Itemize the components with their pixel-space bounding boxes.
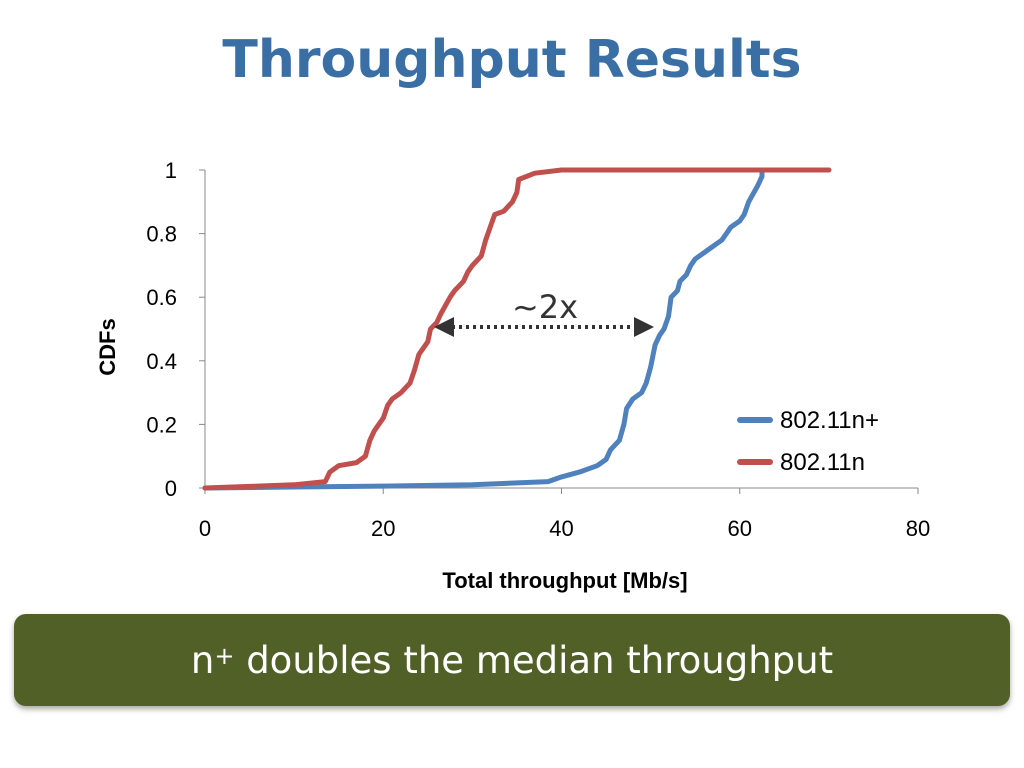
y-tick-label: 0.8 (146, 222, 177, 247)
annotation-layer: ~2x (434, 288, 654, 337)
y-tick-label: 0.6 (146, 285, 177, 310)
y-tick-label: 0.2 (146, 412, 177, 437)
axes: 0 0.2 0.4 0.6 0.8 1 0 20 40 60 80 (146, 158, 930, 541)
legend-label: 802.11n (780, 449, 865, 476)
y-tick-label: 0 (165, 476, 177, 501)
callout-banner: n + doubles the median throughput (14, 614, 1010, 706)
callout-text: doubles the median throughput (234, 638, 834, 682)
series-line-n (202, 167, 832, 491)
x-tick-label: 0 (199, 516, 211, 541)
slide-title: Throughput Results (222, 30, 802, 90)
callout-superscript: + (214, 642, 235, 670)
x-tick-label: 20 (371, 516, 395, 541)
y-tick-label: 0.4 (146, 349, 177, 374)
series-line-n-plus (202, 167, 832, 491)
x-axis-title: Total throughput [Mb/s] (442, 568, 687, 593)
series-layer (202, 167, 832, 491)
legend: 802.11n+ 802.11n (737, 407, 879, 476)
callout-prefix: n (190, 638, 215, 682)
y-axis-title: CDFs (95, 318, 120, 375)
y-tick-label: 1 (165, 158, 177, 183)
x-tick-label: 60 (728, 516, 752, 541)
legend-label: 802.11n+ (780, 407, 879, 434)
annotation-label: ~2x (512, 288, 578, 326)
x-tick-label: 80 (906, 516, 930, 541)
x-tick-label: 40 (549, 516, 573, 541)
cdf-chart: 00.20.40.60.810 20 40 60 80 ~2x 802.11n+802.… (95, 158, 930, 593)
